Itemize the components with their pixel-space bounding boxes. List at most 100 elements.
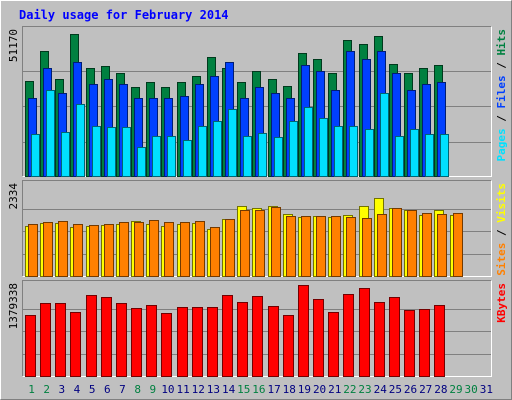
bar-kbytes xyxy=(252,296,263,377)
x-tick-label: 15 xyxy=(237,383,250,396)
x-tick-label: 9 xyxy=(149,383,156,396)
bar-kbytes xyxy=(207,307,218,377)
bar-sites xyxy=(331,216,341,277)
bar-sites xyxy=(73,224,83,277)
x-tick-label: 22 xyxy=(343,383,356,396)
x-tick-label: 12 xyxy=(192,383,205,396)
legend-entry: Sites xyxy=(495,243,508,276)
bar-kbytes xyxy=(283,315,294,377)
bar-kbytes xyxy=(192,307,203,377)
bar-sites xyxy=(286,216,296,277)
x-tick-label: 3 xyxy=(59,383,66,396)
bar-pages xyxy=(198,126,207,177)
bar-pages xyxy=(365,129,374,177)
bar-kbytes xyxy=(298,285,309,377)
panel-border-dark xyxy=(22,180,492,277)
bar-sites xyxy=(240,210,250,277)
x-tick-label: 6 xyxy=(104,383,111,396)
legend-separator: / xyxy=(495,56,508,76)
bar-kbytes xyxy=(55,303,66,377)
legend-separator: / xyxy=(495,223,508,243)
bar-pages xyxy=(243,136,252,177)
x-tick-label: 23 xyxy=(358,383,371,396)
bar-pages xyxy=(304,107,313,177)
bar-pages xyxy=(92,126,101,177)
bar-kbytes xyxy=(131,308,142,377)
bar-pages xyxy=(380,93,389,177)
bar-sites xyxy=(422,213,432,277)
bar-pages xyxy=(152,136,161,177)
x-tick-label: 1 xyxy=(28,383,35,396)
bar-sites xyxy=(104,224,114,277)
panel-3: 1379338 KBytes xyxy=(7,280,508,377)
x-tick-label: 31 xyxy=(480,383,493,396)
x-tick-label: 30 xyxy=(465,383,478,396)
bar-kbytes xyxy=(146,305,157,377)
bar-kbytes xyxy=(86,295,97,377)
x-tick-label: 13 xyxy=(207,383,220,396)
x-tick-label: 4 xyxy=(74,383,81,396)
bar-sites xyxy=(28,224,38,277)
bar-pages xyxy=(183,140,192,177)
bar-pages xyxy=(319,118,328,177)
bar-sites xyxy=(164,222,174,277)
x-tick-label: 8 xyxy=(134,383,141,396)
legend: Pages / Files / Hits xyxy=(495,29,508,162)
bar-sites xyxy=(134,222,144,277)
bar-kbytes xyxy=(101,297,112,377)
bar-sites xyxy=(346,217,356,277)
bar-pages xyxy=(122,127,131,177)
bar-kbytes xyxy=(404,310,415,377)
bar-kbytes xyxy=(374,302,385,377)
bar-sites xyxy=(437,214,447,277)
x-tick-label: 20 xyxy=(313,383,326,396)
bar-kbytes xyxy=(328,312,339,377)
bar-pages xyxy=(137,147,146,177)
bar-pages xyxy=(425,134,434,177)
bar-pages xyxy=(349,126,358,177)
bar-pages xyxy=(440,134,449,177)
bar-kbytes xyxy=(434,305,445,377)
bar-kbytes xyxy=(237,302,248,377)
y-max-label: 1379338 xyxy=(7,283,20,329)
bar-pages xyxy=(107,127,116,177)
panel-border-dark xyxy=(22,280,492,377)
bar-sites xyxy=(119,222,129,277)
bar-sites xyxy=(407,210,417,277)
legend-separator: / xyxy=(495,109,508,129)
bar-pages xyxy=(258,133,267,177)
bar-sites xyxy=(392,208,402,277)
legend: Sites / Visits xyxy=(495,183,508,276)
bar-pages xyxy=(167,136,176,177)
bar-sites xyxy=(271,207,281,277)
x-tick-label: 26 xyxy=(404,383,417,396)
chart-panels: 51170 Pages / Files / Hits 2334 Sites / Vis… xyxy=(7,26,508,377)
legend: KBytes xyxy=(495,283,508,323)
x-tick-label: 17 xyxy=(267,383,280,396)
bar-kbytes xyxy=(116,303,127,377)
bar-kbytes xyxy=(25,315,36,377)
x-tick-label: 25 xyxy=(389,383,402,396)
bar-pages xyxy=(395,136,404,177)
bar-sites xyxy=(225,219,235,277)
bar-sites xyxy=(58,221,68,277)
y-max-label: 2334 xyxy=(7,183,20,210)
x-tick-label: 28 xyxy=(434,383,447,396)
x-tick-label: 5 xyxy=(89,383,96,396)
x-tick-label: 2 xyxy=(43,383,50,396)
bar-kbytes xyxy=(177,307,188,377)
bar-sites xyxy=(255,210,265,277)
bar-kbytes xyxy=(40,303,51,377)
bar-sites xyxy=(89,225,99,277)
bar-pages xyxy=(61,132,70,177)
bar-kbytes xyxy=(419,309,430,377)
bar-pages xyxy=(334,126,343,177)
bar-kbytes xyxy=(222,295,233,377)
panel-1: 51170 Pages / Files / Hits xyxy=(7,26,508,177)
bar-sites xyxy=(316,216,326,277)
panel-border-dark xyxy=(22,26,492,177)
legend-entry: Pages xyxy=(495,128,508,161)
bar-pages xyxy=(228,109,237,177)
chart-title: Daily usage for February 2014 xyxy=(19,8,229,22)
bar-sites xyxy=(453,213,463,277)
